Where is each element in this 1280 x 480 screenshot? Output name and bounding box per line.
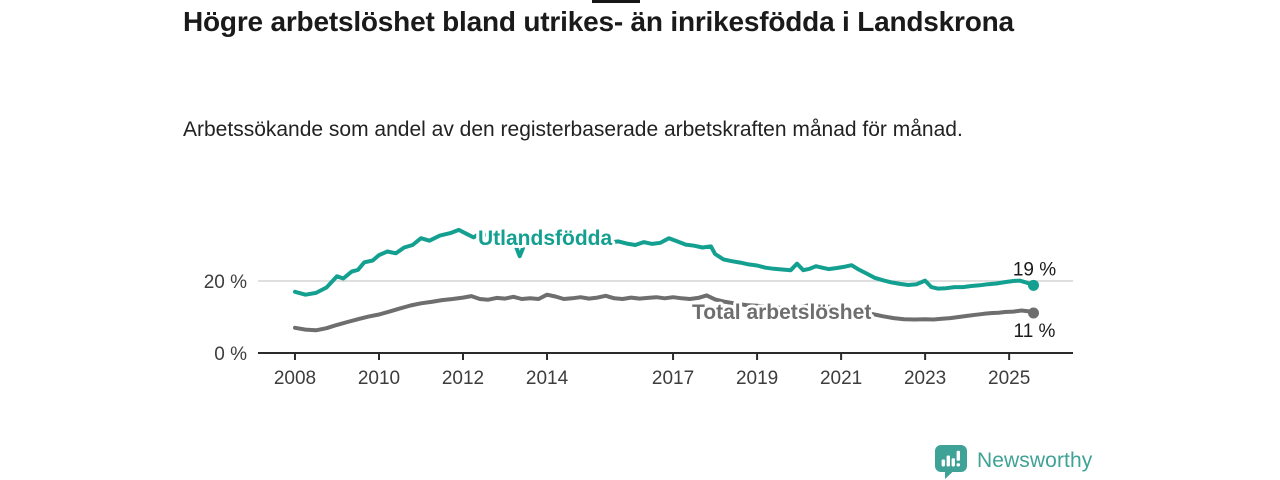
series-label-1: Total arbetslöshet [692,301,871,324]
chart-subtitle: Arbetssökande som andel av den registerb… [183,118,963,141]
x-tick-label: 2025 [988,368,1030,389]
brand-name: Newsworthy [977,449,1093,472]
x-tick-label: 2023 [904,368,946,389]
x-tick-label: 2019 [736,368,778,389]
series-end-value-1: 11 % [1014,321,1056,342]
series-end-dot-0 [1028,279,1040,291]
unemployment-line-chart: 0 % 20 % Utlandsfödda Total arbetslöshet 200… [204,224,1073,389]
series-label-0: Utlandsfödda [478,227,612,250]
x-tick-label: 2008 [274,368,316,389]
series-end-value-0: 19 % [1013,259,1056,280]
series-line-1 [293,292,1036,333]
series-end-dot-1 [1028,307,1040,319]
x-tick-label: 2017 [652,368,694,389]
x-tick-label: 2014 [526,368,569,389]
series-line-0 [293,227,1036,297]
x-tick-label: 2012 [442,368,484,389]
y-tick-label: 0 % [214,344,247,365]
x-tick-label: 2021 [820,368,862,389]
y-tick-label: 20 % [204,272,247,293]
chart-title: Högre arbetslöshet bland utrikes- än inr… [183,6,1014,37]
newsworthy-logo-icon [935,444,967,479]
crop-artifact [592,0,640,3]
x-tick-label: 2010 [358,368,400,389]
brand-footer: Newsworthy [933,444,1093,479]
